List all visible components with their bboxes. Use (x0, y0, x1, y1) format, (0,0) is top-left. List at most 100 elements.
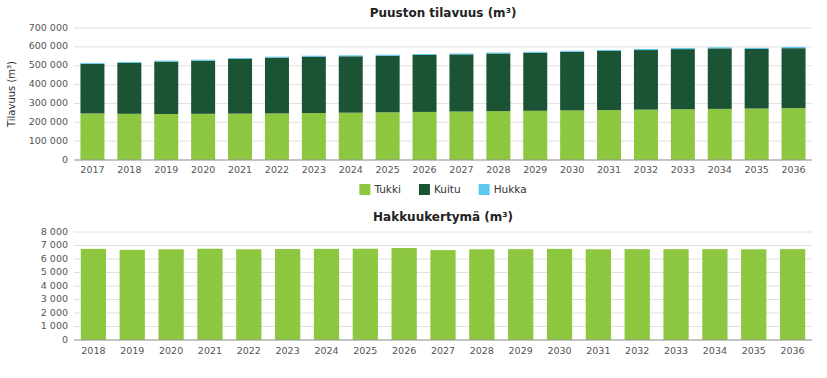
x-tick-label: 2022 (237, 345, 261, 356)
y-tick-label: 1 000 (41, 320, 68, 331)
bar (780, 249, 805, 340)
x-axis-line (74, 160, 812, 161)
bar (671, 48, 695, 49)
bar (560, 110, 584, 160)
bar (430, 250, 455, 340)
legend-label: Kuitu (434, 183, 461, 195)
bar (376, 54, 400, 56)
bar (158, 249, 183, 340)
bar (339, 56, 363, 112)
bar (376, 112, 400, 160)
bar (117, 63, 141, 114)
bar (634, 110, 658, 160)
bar (191, 114, 215, 160)
y-tick-label: 5 000 (41, 266, 68, 277)
x-tick-label: 2028 (486, 164, 510, 175)
grid-line (74, 160, 812, 161)
bar (486, 52, 510, 54)
bar (708, 109, 732, 160)
x-tick-label: 2030 (547, 345, 571, 356)
x-axis-line (74, 340, 812, 341)
x-tick-label: 2032 (634, 164, 658, 175)
legend-item: Kuitu (419, 183, 461, 195)
y-tick-label: 100 000 (29, 135, 68, 146)
x-tick-label: 2018 (117, 164, 141, 175)
x-tick-label: 2027 (449, 164, 473, 175)
bar (547, 249, 572, 340)
grid (74, 28, 812, 160)
legend-item: Hukka (479, 183, 527, 195)
bar (413, 55, 437, 112)
bars (81, 248, 805, 340)
grid-line (74, 65, 812, 66)
bar (413, 54, 437, 56)
x-tick-label: 2021 (198, 345, 222, 356)
grid-line (74, 103, 812, 104)
x-tick-label: 2034 (703, 345, 727, 356)
bar (413, 112, 437, 160)
legend-item: Tukki (359, 183, 401, 195)
bar (486, 111, 510, 160)
legend-swatch (419, 184, 430, 195)
chart-canvas: Puuston tilavuus (m³)Tilavuus (m³)0100 0… (0, 0, 827, 378)
x-tick-label: 2021 (228, 164, 252, 175)
bar (708, 47, 732, 48)
bar (702, 249, 727, 340)
bar (302, 57, 326, 113)
bar (191, 59, 215, 61)
x-tick-label: 2029 (523, 164, 547, 175)
bar (80, 64, 104, 114)
grid-line (74, 141, 812, 142)
x-tick-label: 2019 (120, 345, 144, 356)
bar (81, 249, 106, 340)
x-tick-label: 2019 (154, 164, 178, 175)
bar (314, 249, 339, 340)
bar (117, 61, 141, 63)
x-tick-label: 2026 (392, 345, 416, 356)
bar (708, 48, 732, 109)
bar (782, 47, 806, 48)
y-axis-label: Tilavuus (m³) (6, 61, 17, 128)
x-tick-label: 2025 (353, 345, 377, 356)
bar (560, 50, 584, 52)
bar (80, 113, 104, 160)
bar (392, 248, 417, 340)
y-tick-label: 6 000 (41, 253, 68, 264)
grid-line (74, 84, 812, 85)
bar (353, 249, 378, 340)
y-tick-label: 600 000 (29, 40, 68, 51)
x-tick-label: 2031 (586, 345, 610, 356)
x-tick-label: 2023 (276, 345, 300, 356)
bar (236, 249, 261, 340)
legend: Tukki Kuitu Hukka (359, 183, 526, 195)
bar (80, 62, 104, 64)
x-tick-label: 2025 (376, 164, 400, 175)
bar (228, 114, 252, 160)
bar (117, 114, 141, 160)
bar (228, 59, 252, 114)
y-tick-label: 3 000 (41, 293, 68, 304)
y-tick-label: 8 000 (41, 226, 68, 237)
x-tick-label: 2023 (302, 164, 326, 175)
y-tick-label: 300 000 (29, 97, 68, 108)
x-tick-label: 2036 (781, 164, 805, 175)
y-tick-label: 0 (62, 334, 68, 345)
bar (275, 249, 300, 340)
bar (523, 51, 547, 53)
x-tick-label: 2030 (560, 164, 584, 175)
x-tick-label: 2024 (314, 345, 338, 356)
x-tick-label: 2026 (412, 164, 436, 175)
bar (154, 114, 178, 160)
chart-1: Hakkuukertymä (m³)01 0002 0003 0004 0005… (41, 210, 812, 356)
bar (265, 56, 289, 58)
y-tick-label: 400 000 (29, 78, 68, 89)
x-tick-label: 2029 (509, 345, 533, 356)
grid-line (74, 28, 812, 29)
bar (449, 54, 473, 111)
bar (265, 58, 289, 114)
bar (745, 109, 769, 160)
x-tick-label: 2031 (597, 164, 621, 175)
bars (80, 47, 805, 160)
legend-swatch (359, 184, 370, 195)
bar (265, 113, 289, 160)
